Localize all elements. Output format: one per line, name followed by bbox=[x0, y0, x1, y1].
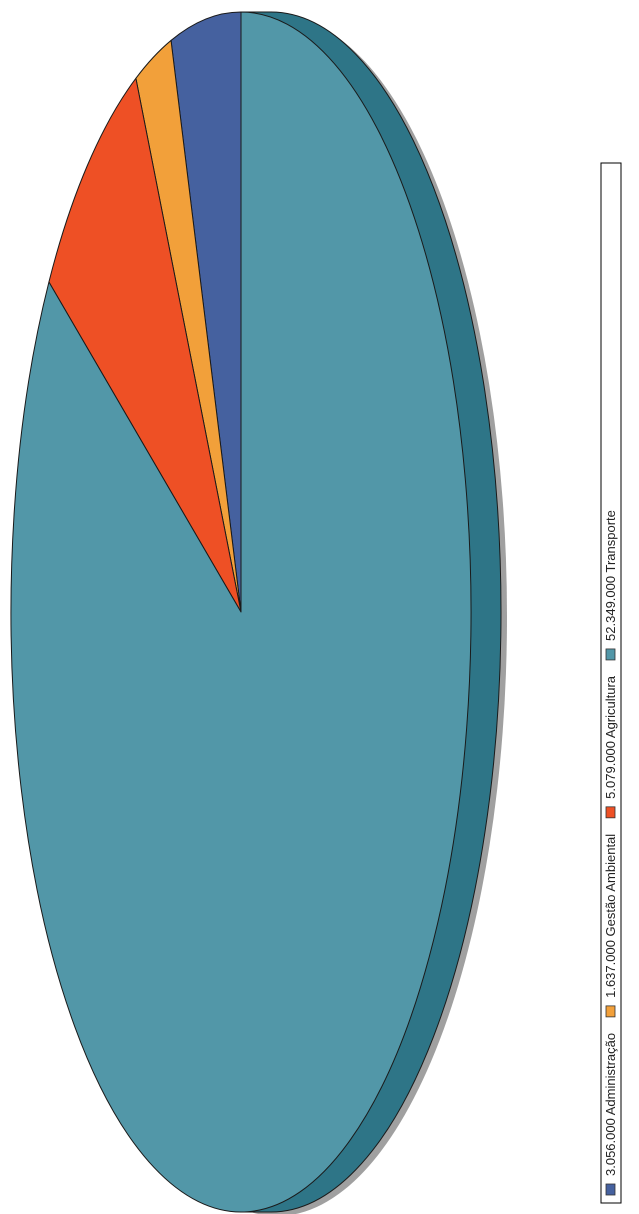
legend-label-agricultura: 5.079.000 Agricultura bbox=[603, 675, 618, 799]
legend: 3.056.000 Administração 1.637.000 Gestão … bbox=[600, 162, 622, 1204]
pie-slices bbox=[10, 11, 472, 1213]
legend-label-gestao-ambiental: 1.637.000 Gestão Ambiental bbox=[603, 834, 618, 998]
legend-label-transporte: 52.349.000 Transporte bbox=[603, 510, 618, 641]
legend-swatch-administracao bbox=[605, 1183, 616, 1196]
legend-swatch-transporte bbox=[605, 648, 616, 661]
legend-swatch-agricultura bbox=[605, 806, 616, 819]
pie-slice-agricultura bbox=[48, 77, 242, 613]
legend-swatch-gestao-ambiental bbox=[605, 1005, 616, 1018]
legend-box bbox=[600, 162, 622, 1204]
pie-slice-administracao bbox=[170, 11, 242, 613]
legend-label-administracao: 3.056.000 Administração bbox=[603, 1033, 618, 1176]
pie-slice-transporte bbox=[10, 11, 472, 1213]
